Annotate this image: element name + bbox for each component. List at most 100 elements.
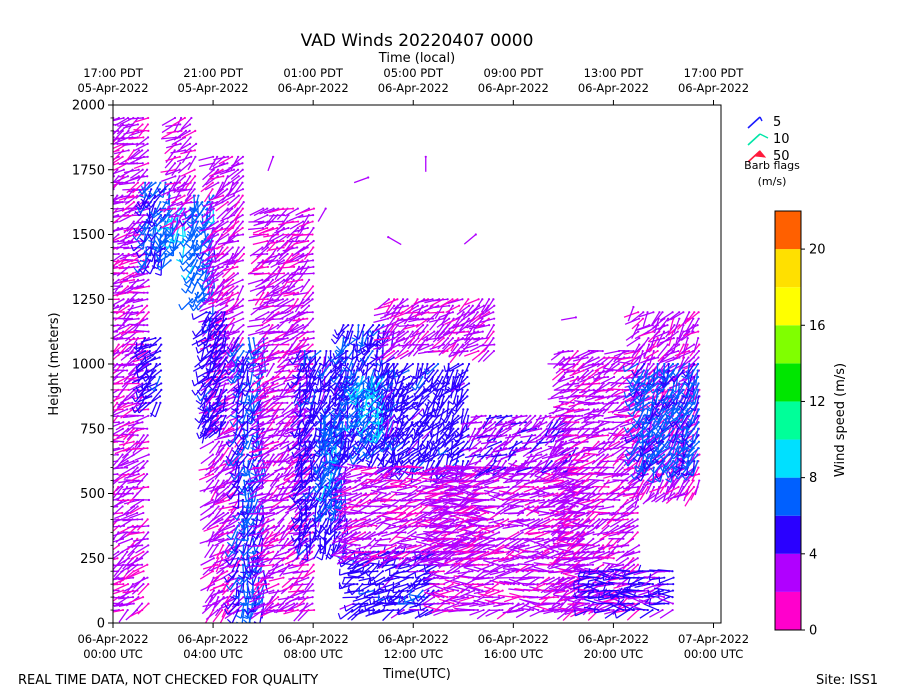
wind-barb [127,421,144,427]
wind-barb [113,285,124,291]
wind-barb [113,382,114,384]
wind-barb [113,181,114,184]
wind-barb [127,518,144,521]
wind-barb [113,311,114,314]
wind-barb [113,311,125,314]
x-axis-label: Time(UTC) [382,667,451,682]
wind-barb [113,304,120,311]
wind-barb [593,375,610,380]
wind-barb [220,213,236,222]
wind-barb [127,414,145,417]
top-axis-label: Time (local) [378,51,455,66]
wind-barb [113,149,114,151]
wind-barb [517,563,534,566]
wind-barb [428,311,445,314]
wind-barb [125,570,140,580]
wind-barb [113,369,129,372]
wind-barb [598,479,610,493]
wind-barb [114,583,130,591]
wind-barb [134,434,145,448]
wind-barb [380,521,396,527]
wind-barb [277,511,290,525]
wind-barb [511,414,528,419]
wind-barb [113,252,120,256]
wind-barb [122,485,139,491]
wind-barb [132,272,149,279]
wind-barb [134,453,150,461]
wind-barb [191,311,208,321]
wind-barb [135,278,150,290]
wind-barb [113,188,115,191]
wind-barb [127,116,145,120]
wind-barb [133,162,150,170]
wind-barb [198,155,215,161]
wind-barb [113,421,125,428]
wind-barb [484,298,495,313]
wind-barb [118,608,129,623]
wind-barb [115,304,130,315]
wind-barb [113,259,114,262]
wind-barb [218,505,235,510]
wind-barb [122,258,139,262]
wind-barb [117,550,129,565]
wind-barb [512,537,529,541]
wind-barb [303,285,315,299]
wind-barb [125,505,139,517]
wind-barb [113,395,125,402]
wind-barb [428,570,445,573]
wind-barb [499,570,515,578]
wind-barb [133,485,150,490]
wind-barb [113,155,124,164]
wind-barb [113,175,130,183]
wind-barb [133,440,150,445]
wind-barb [131,602,144,616]
wind-barb [127,149,141,161]
wind-barb [470,414,487,418]
wind-barb [133,563,149,572]
wind-barb [113,220,119,225]
wind-barb [132,175,149,180]
wind-barb [113,537,115,540]
wind-barb [113,298,120,301]
wind-barb [113,511,115,515]
wind-barb [138,531,150,545]
wind-barb [132,291,149,294]
wind-barb [119,278,136,284]
wind-barb [113,583,125,586]
wind-barb [217,181,231,193]
wind-barb [113,388,130,391]
wind-barb [113,265,115,268]
wind-barb [165,155,181,162]
wind-barb [113,343,120,354]
wind-barb [113,116,125,122]
wind-barb [257,343,274,348]
wind-barb [122,265,139,269]
wind-barb [117,537,134,545]
wind-barb [128,337,145,341]
wind-barb [136,518,149,531]
wind-barb [137,602,150,615]
wind-barb [297,252,314,258]
wind-barb [113,421,121,424]
wind-barb [117,401,134,406]
wind-barb [131,583,145,595]
wind-barb [123,317,140,322]
wind-barb [577,563,595,567]
wind-barb [113,123,115,126]
wind-barb [452,349,469,354]
wind-barb [113,194,115,197]
wind-barb [117,129,130,142]
wind-barb [123,550,135,564]
wind-barb [127,563,144,567]
wind-barb [128,311,145,316]
wind-barb [208,518,224,527]
wind-barb [222,272,235,284]
wind-barb [161,175,177,182]
y-axis-label: Height (meters) [47,312,62,415]
wind-barb [123,460,139,468]
wind-barb [113,401,119,410]
wind-barb [133,329,150,333]
wind-barb [132,298,149,304]
wind-barb [118,421,135,428]
wind-barb [339,602,355,610]
